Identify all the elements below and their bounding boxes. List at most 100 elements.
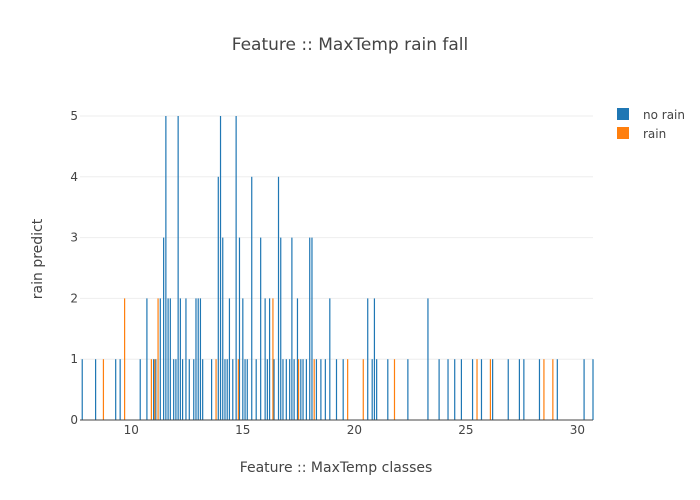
bar-rain[interactable] — [237, 359, 239, 420]
bar-no-rain[interactable] — [81, 359, 83, 420]
bar-rain[interactable] — [347, 359, 349, 420]
bar-no-rain[interactable] — [367, 298, 369, 420]
bar-no-rain[interactable] — [222, 237, 224, 420]
legend-item-no-rain[interactable]: no rain — [617, 108, 685, 122]
bar-no-rain[interactable] — [235, 116, 237, 420]
bar-no-rain[interactable] — [266, 359, 268, 420]
bar-no-rain[interactable] — [492, 359, 494, 420]
bar-rain[interactable] — [476, 359, 478, 420]
bar-no-rain[interactable] — [119, 359, 121, 420]
bar-no-rain[interactable] — [195, 298, 197, 420]
bar-no-rain[interactable] — [447, 359, 449, 420]
bar-no-rain[interactable] — [454, 359, 456, 420]
bar-no-rain[interactable] — [407, 359, 409, 420]
bar-no-rain[interactable] — [268, 298, 271, 420]
bar-rain[interactable] — [215, 359, 217, 420]
bar-no-rain[interactable] — [324, 359, 326, 420]
bar-rain[interactable] — [157, 298, 159, 420]
bar-no-rain[interactable] — [471, 359, 474, 420]
bar-no-rain[interactable] — [155, 359, 157, 420]
bar-rain[interactable] — [272, 298, 274, 420]
bar-no-rain[interactable] — [293, 359, 295, 420]
bar-no-rain[interactable] — [238, 237, 241, 420]
bar-rain[interactable] — [489, 359, 491, 420]
bar-no-rain[interactable] — [175, 359, 177, 420]
bar-no-rain[interactable] — [285, 359, 287, 420]
bar-no-rain[interactable] — [163, 237, 165, 420]
bar-no-rain[interactable] — [282, 359, 284, 420]
bar-no-rain[interactable] — [523, 359, 525, 420]
bar-no-rain[interactable] — [335, 359, 338, 420]
bar-no-rain[interactable] — [296, 298, 299, 420]
bar-no-rain[interactable] — [165, 116, 167, 420]
bar-no-rain[interactable] — [255, 359, 257, 420]
bar-no-rain[interactable] — [320, 359, 322, 420]
bar-no-rain[interactable] — [280, 237, 282, 420]
bar-no-rain[interactable] — [224, 359, 226, 420]
bar-rain[interactable] — [552, 359, 554, 420]
bar-no-rain[interactable] — [260, 237, 262, 420]
bar-no-rain[interactable] — [583, 359, 585, 420]
bar-no-rain[interactable] — [115, 359, 117, 420]
bar-no-rain[interactable] — [273, 359, 275, 420]
bar-no-rain[interactable] — [188, 359, 190, 420]
bar-rain[interactable] — [154, 359, 156, 420]
bar-no-rain[interactable] — [556, 359, 558, 420]
bar-no-rain[interactable] — [153, 359, 155, 420]
bar-no-rain[interactable] — [315, 359, 318, 420]
bar-no-rain[interactable] — [264, 298, 266, 420]
bar-no-rain[interactable] — [342, 359, 344, 420]
bar-rain[interactable] — [393, 359, 396, 420]
bar-no-rain[interactable] — [179, 298, 181, 420]
bar-no-rain[interactable] — [507, 359, 509, 420]
bar-no-rain[interactable] — [219, 116, 222, 420]
bar-no-rain[interactable] — [309, 237, 311, 420]
bar-no-rain[interactable] — [193, 359, 195, 420]
bar-no-rain[interactable] — [387, 359, 389, 420]
bar-no-rain[interactable] — [427, 298, 429, 420]
bar-rain[interactable] — [297, 359, 300, 420]
bar-no-rain[interactable] — [305, 359, 307, 420]
bar-no-rain[interactable] — [226, 359, 228, 420]
bar-no-rain[interactable] — [177, 116, 179, 420]
bar-no-rain[interactable] — [329, 298, 331, 420]
bar-no-rain[interactable] — [228, 298, 231, 420]
bar-no-rain[interactable] — [242, 298, 244, 420]
bar-rain[interactable] — [543, 359, 545, 420]
bar-no-rain[interactable] — [244, 359, 246, 420]
bar-rain[interactable] — [313, 359, 315, 420]
bar-no-rain[interactable] — [95, 359, 97, 420]
bar-no-rain[interactable] — [251, 176, 253, 420]
bar-no-rain[interactable] — [538, 359, 541, 420]
bar-no-rain[interactable] — [232, 359, 234, 420]
bar-no-rain[interactable] — [197, 298, 199, 420]
bar-no-rain[interactable] — [460, 359, 462, 420]
bar-no-rain[interactable] — [217, 176, 219, 420]
bar-no-rain[interactable] — [167, 298, 169, 420]
bar-no-rain[interactable] — [371, 359, 373, 420]
bar-no-rain[interactable] — [146, 298, 148, 420]
bar-no-rain[interactable] — [185, 298, 187, 420]
bar-no-rain[interactable] — [182, 359, 184, 420]
bar-rain[interactable] — [124, 298, 126, 420]
bar-no-rain[interactable] — [202, 359, 204, 420]
bar-no-rain[interactable] — [438, 359, 440, 420]
bar-rain[interactable] — [362, 359, 364, 420]
bar-no-rain[interactable] — [159, 298, 161, 420]
bar-rain[interactable] — [150, 359, 152, 420]
bar-no-rain[interactable] — [139, 359, 141, 420]
bar-no-rain[interactable] — [289, 359, 291, 420]
bar-no-rain[interactable] — [291, 237, 293, 420]
bar-no-rain[interactable] — [302, 359, 304, 420]
bar-rain[interactable] — [102, 359, 105, 420]
bar-no-rain[interactable] — [373, 298, 376, 420]
bar-no-rain[interactable] — [518, 359, 520, 420]
bar-no-rain[interactable] — [173, 359, 175, 420]
bar-no-rain[interactable] — [311, 237, 313, 420]
bar-no-rain[interactable] — [199, 298, 202, 420]
bar-no-rain[interactable] — [211, 359, 213, 420]
bar-no-rain[interactable] — [277, 176, 280, 420]
bar-no-rain[interactable] — [300, 359, 302, 420]
legend-item-rain[interactable]: rain — [617, 127, 666, 141]
bar-no-rain[interactable] — [376, 359, 378, 420]
